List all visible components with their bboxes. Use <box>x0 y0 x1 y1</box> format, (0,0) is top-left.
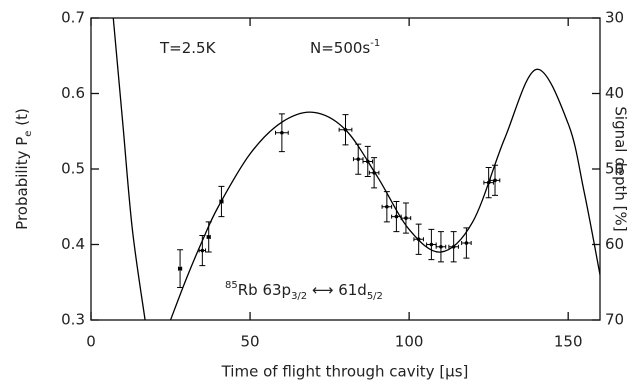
annotation-part: Rb 63p <box>238 281 291 299</box>
data-point <box>385 204 389 209</box>
y2-axis-label: Signal depth [%] <box>612 106 630 231</box>
data-point <box>394 214 399 219</box>
x-tick-label: 150 <box>554 333 583 351</box>
annotation-part: 3/2 <box>291 291 307 302</box>
y-tick-label: 0.6 <box>61 84 85 102</box>
data-point <box>219 199 224 204</box>
data-point <box>486 180 491 185</box>
annotation: N=500s-1 <box>310 38 380 57</box>
y-axis-label-part: Probability P <box>13 137 31 230</box>
y-axis-label-part: (t) <box>13 108 31 130</box>
y-axis-label: Probability Pe (t) <box>13 108 34 230</box>
data-point <box>464 241 469 245</box>
data-point <box>343 127 348 132</box>
data-point <box>429 242 434 247</box>
data-point <box>416 237 421 242</box>
y2-tick-label: 40 <box>605 84 624 102</box>
y-tick-label: 0.3 <box>61 311 85 329</box>
y-tick-label: 0.5 <box>61 160 85 178</box>
data-point <box>404 216 408 220</box>
annotation-part: T=2.5K <box>159 39 217 57</box>
data-point <box>200 248 205 253</box>
theory-curve <box>169 68 600 320</box>
annotation-part: 5/2 <box>367 291 383 302</box>
annotation-part: N=500s <box>310 39 370 57</box>
y2-tick-label: 30 <box>605 9 624 27</box>
data-point <box>365 159 370 164</box>
data-point <box>206 235 211 239</box>
x-tick-label: 100 <box>395 333 424 351</box>
plot-frame <box>90 17 601 321</box>
y-tick-label: 0.7 <box>61 9 85 27</box>
y-tick-label: 0.4 <box>61 235 85 253</box>
annotation-part: ⟷ 61d <box>307 281 367 299</box>
theory-curve <box>112 18 146 320</box>
y2-tick-label: 70 <box>605 311 624 329</box>
x-tick-label: 0 <box>86 333 96 351</box>
x-axis-label: Time of flight through cavity [μs] <box>221 363 469 381</box>
data-point <box>439 244 443 249</box>
data-point <box>372 170 376 175</box>
data-point <box>178 266 182 271</box>
y2-tick-label: 60 <box>605 235 624 253</box>
y2-tick-label: 50 <box>605 160 624 178</box>
annotation: T=2.5K <box>159 39 217 57</box>
data-point <box>280 130 284 135</box>
data-point <box>356 157 361 161</box>
annotation-part: 85 <box>225 280 238 291</box>
data-point <box>451 244 456 249</box>
annotation-part: -1 <box>370 38 380 49</box>
data-point <box>493 178 497 183</box>
x-tick-label: 50 <box>241 333 260 351</box>
y-axis-label-part: e <box>23 131 34 137</box>
annotation: 85Rb 63p3/2 ⟷ 61d5/2 <box>225 280 383 302</box>
